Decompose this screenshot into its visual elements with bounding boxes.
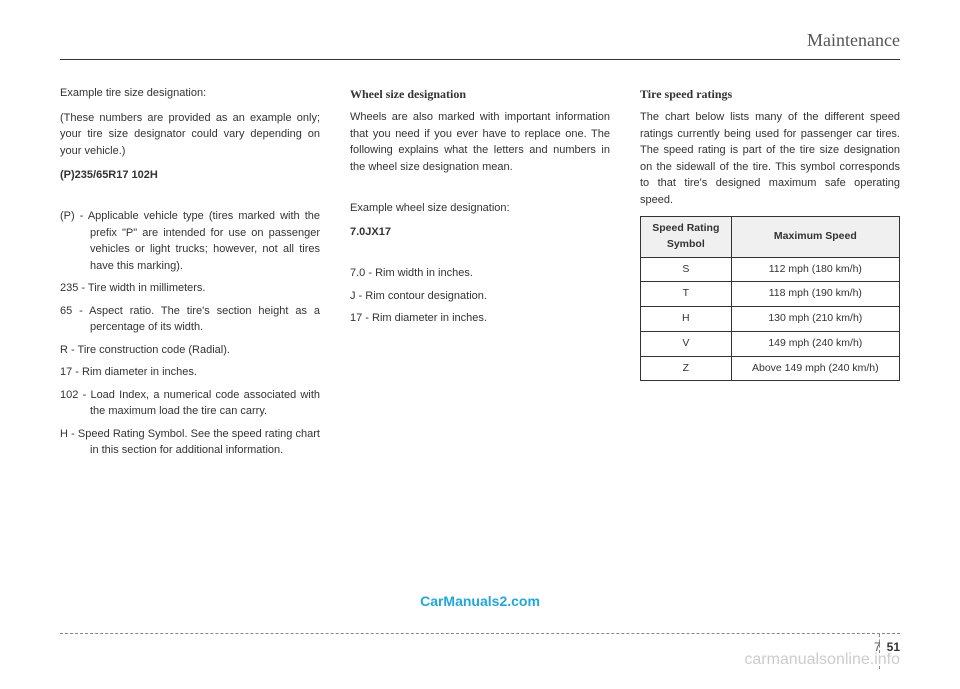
tire-def-65: 65 - Aspect ratio. The tire's section he… [60,303,320,336]
table-row: ZAbove 149 mph (240 km/h) [641,356,900,381]
footer-dashed-line [60,633,900,634]
column-1: Example tire size designation: (These nu… [60,85,320,465]
wheel-def-70: 7.0 - Rim width in inches. [350,265,610,282]
wheel-heading: Wheel size designation [350,85,610,103]
tire-def-102: 102 - Load Index, a numerical code assoc… [60,387,320,420]
table-row: T118 mph (190 km/h) [641,282,900,307]
wheel-def-j: J - Rim contour designation. [350,288,610,305]
tire-intro2: (These numbers are provided as an exampl… [60,110,320,160]
column-3: Tire speed ratings The chart below lists… [640,85,900,465]
table-row: S112 mph (180 km/h) [641,257,900,282]
tire-def-p: (P) - Applicable vehicle type (tires mar… [60,208,320,274]
tire-def-r: R - Tire construction code (Radial). [60,342,320,359]
content-columns: Example tire size designation: (These nu… [60,85,900,465]
speed-heading: Tire speed ratings [640,85,900,103]
tire-def-h: H - Speed Rating Symbol. See the speed r… [60,426,320,459]
wheel-def-17: 17 - Rim diameter in inches. [350,310,610,327]
tire-def-235: 235 - Tire width in millimeters. [60,280,320,297]
wheel-para: Wheels are also marked with impor­tant i… [350,109,610,175]
wheel-intro: Example wheel size designation: [350,200,610,217]
watermark-carmanualsonline: carmanualsonline.info [744,651,900,669]
tire-def-17: 17 - Rim diameter in inches. [60,364,320,381]
table-row: V149 mph (240 km/h) [641,331,900,356]
speed-table: Speed Rating Symbol Maximum Speed S112 m… [640,216,900,381]
th-symbol: Speed Rating Symbol [641,217,732,258]
th-speed: Maximum Speed [731,217,899,258]
tire-intro1: Example tire size designation: [60,85,320,102]
speed-para: The chart below lists many of the dif­fe… [640,109,900,208]
column-2: Wheel size designation Wheels are also m… [350,85,610,465]
watermark-carmanuals2: CarManuals2.com [420,593,540,609]
wheel-code: 7.0JX17 [350,224,610,241]
tire-code: (P)235/65R17 102H [60,167,320,184]
table-row: H130 mph (210 km/h) [641,307,900,332]
section-header: Maintenance [60,30,900,60]
